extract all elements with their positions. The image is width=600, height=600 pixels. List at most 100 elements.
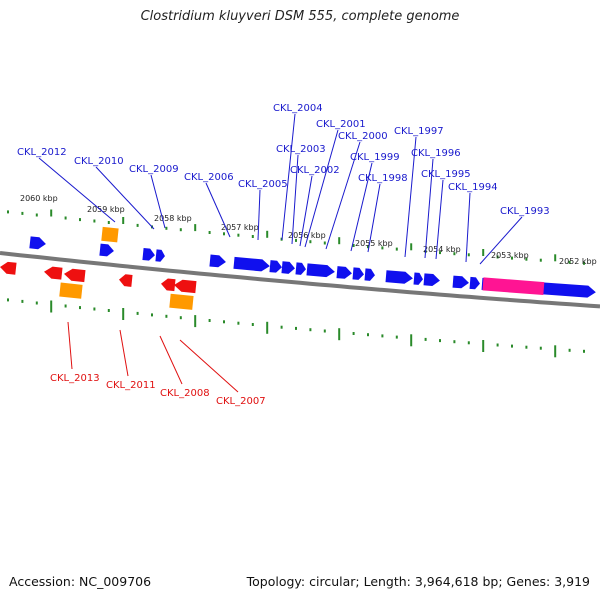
- forward-gene-arrow: [209, 254, 226, 268]
- forward-gene-arrow-shape: [336, 266, 352, 279]
- gene-label-text: CKL_1994: [448, 182, 498, 193]
- forward-gene-arrow: [452, 275, 469, 289]
- rna-box: [482, 277, 545, 296]
- scale-label: 2052 kbp: [559, 257, 597, 266]
- gene-label-top: CKL_1999: [350, 152, 400, 252]
- rna-box: [169, 293, 194, 310]
- gene-label-text: CKL_1998: [358, 173, 408, 184]
- leader-line: [281, 113, 296, 241]
- forward-gene-arrow-shape: [155, 249, 165, 262]
- leader-line: [304, 129, 339, 248]
- forward-gene-arrow: [413, 272, 423, 285]
- rna-box: [101, 226, 119, 243]
- scale-label: 2059 kbp: [87, 205, 125, 214]
- gene-label-text: CKL_2005: [238, 179, 288, 190]
- gene-label-text: CKL_1997: [394, 126, 444, 137]
- forward-gene-arrow: [29, 236, 46, 250]
- forward-gene-arrow-shape: [385, 270, 413, 284]
- forward-gene-arrow-shape: [281, 261, 295, 274]
- accession-text: Accession: NC_009706: [9, 574, 152, 589]
- gene-label-text: CKL_2003: [276, 144, 326, 155]
- gene-label-text: CKL_2006: [184, 172, 234, 183]
- forward-gene-arrow-shape: [452, 275, 469, 289]
- gene-label-top: CKL_2003: [276, 144, 326, 245]
- gene-label-top: CKL_1995: [421, 169, 471, 260]
- leader-line: [350, 162, 373, 252]
- forward-gene-arrow-shape: [423, 273, 440, 286]
- gene-label-text: CKL_1993: [500, 206, 550, 217]
- leader-line: [465, 192, 471, 263]
- reverse-gene-arrow: [0, 261, 17, 275]
- forward-gene-arrow: [99, 243, 114, 257]
- gene-label-text: CKL_2013: [50, 373, 100, 384]
- gene-label-text: CKL_2008: [160, 388, 210, 399]
- gene-label-text: CKL_2010: [74, 156, 124, 167]
- forward-gene-arrow-shape: [295, 262, 306, 275]
- leader-line: [159, 335, 183, 385]
- gene-label-top: CKL_2009: [129, 164, 179, 229]
- gene-label-text: CKL_1996: [411, 148, 461, 159]
- scale-label: 2053 kbp: [491, 251, 529, 260]
- leader-line: [119, 329, 129, 377]
- gene-label-top: CKL_1997: [394, 126, 444, 258]
- forward-gene-arrow: [336, 266, 352, 279]
- gene-label-top: CKL_1996: [411, 148, 461, 259]
- rna-box-shape: [169, 293, 194, 310]
- forward-gene-arrow-shape: [364, 268, 375, 281]
- leader-line: [95, 166, 155, 230]
- leader-line: [367, 183, 381, 253]
- gene-label-text: CKL_2004: [273, 103, 323, 114]
- forward-gene-arrow-shape: [469, 276, 480, 290]
- leader-line: [205, 182, 231, 238]
- gene-label-top: CKL_2001: [304, 119, 366, 248]
- gene-label-top: CKL_1998: [358, 173, 408, 253]
- forward-gene-arrow: [295, 262, 306, 275]
- forward-gene-arrow-shape: [541, 282, 596, 298]
- leader-line: [424, 158, 434, 259]
- reverse-gene-arrow: [44, 266, 63, 280]
- forward-gene-arrow: [469, 276, 480, 290]
- genome-title: Clostridium kluyveri DSM 555, complete g…: [140, 9, 460, 24]
- reverse-gene-arrow-shape: [161, 278, 176, 292]
- forward-gene-arrow: [142, 248, 155, 261]
- reverse-gene-arrow: [161, 278, 176, 292]
- upper-scale-track: [7, 209, 585, 265]
- forward-gene-arrow-shape: [99, 243, 114, 257]
- gene-label-text: CKL_2009: [129, 164, 179, 175]
- reverse-gene-arrow-shape: [44, 266, 63, 280]
- rna-box-shape: [482, 277, 545, 296]
- forward-gene-arrow-shape: [413, 272, 423, 285]
- scale-label: 2060 kbp: [20, 194, 58, 203]
- reverse-gene-arrow-shape: [64, 268, 86, 283]
- gene-label-text: CKL_2007: [216, 396, 266, 407]
- reverse-gene-arrow-shape: [119, 274, 133, 287]
- scale-label: 2058 kbp: [154, 214, 192, 223]
- forward-gene-arrow-shape: [269, 260, 282, 273]
- leader-line: [38, 157, 116, 223]
- forward-gene-arrow: [306, 263, 335, 278]
- gene-label-top: CKL_2012: [17, 147, 116, 223]
- forward-gene-arrow: [269, 260, 282, 273]
- genome-summary-text: Topology: circular; Length: 3,964,618 bp…: [246, 574, 590, 589]
- forward-gene-arrow-shape: [142, 248, 155, 261]
- gene-label-top: CKL_1993: [479, 206, 550, 265]
- gene-label-bottom: CKL_2008: [159, 335, 210, 399]
- reverse-gene-arrow: [64, 268, 86, 283]
- scale-label: 2057 kbp: [221, 223, 259, 232]
- forward-gene-arrow: [541, 282, 596, 298]
- leader-line: [299, 175, 313, 247]
- gene-label-top: CKL_2004: [273, 103, 323, 241]
- gene-label-text: CKL_2001: [316, 119, 366, 130]
- gene-label-text: CKL_2011: [106, 380, 156, 391]
- rna-box-shape: [59, 282, 83, 299]
- gene-label-top: CKL_2002: [290, 165, 340, 247]
- scale-label: 2055 kbp: [355, 239, 393, 248]
- leader-line: [435, 179, 444, 260]
- rna-box: [59, 282, 83, 299]
- forward-gene-arrow: [281, 261, 295, 274]
- reverse-gene-arrow: [174, 279, 197, 294]
- forward-gene-arrow: [385, 270, 413, 284]
- forward-gene-arrow-shape: [29, 236, 46, 250]
- gene-label-bottom: CKL_2011: [106, 329, 156, 391]
